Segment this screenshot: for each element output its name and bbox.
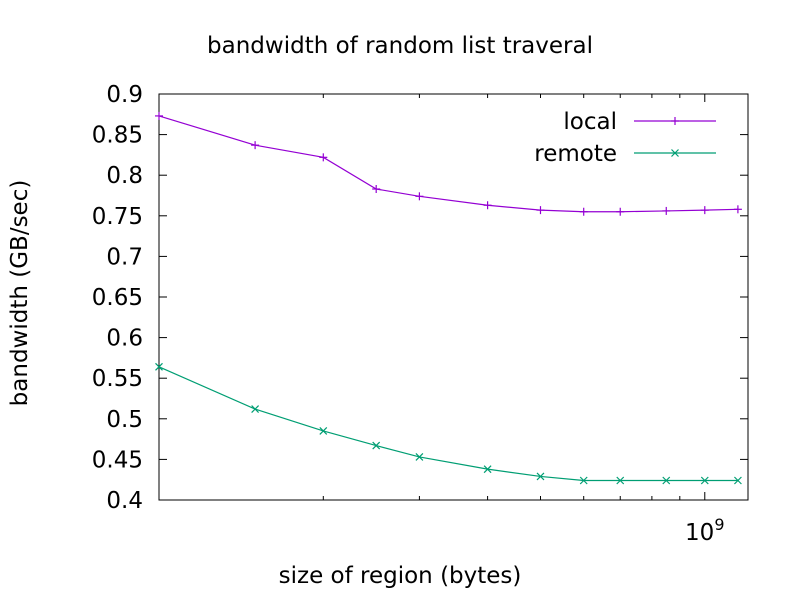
chart-title: bandwidth of random list traveral — [207, 33, 593, 59]
data-point-remote — [536, 472, 545, 481]
legend-label-remote: remote — [534, 141, 617, 167]
y-tick-label: 0.75 — [92, 204, 143, 230]
y-tick-label: 0.85 — [92, 123, 143, 149]
y-tick-label: 0.8 — [106, 163, 143, 189]
data-point-remote — [700, 476, 709, 485]
data-point-remote — [415, 453, 424, 461]
data-point-remote — [579, 476, 588, 485]
y-tick-label: 0.7 — [106, 244, 143, 270]
data-point-remote — [155, 362, 163, 371]
legend-marker-remote — [671, 149, 679, 157]
y-tick-label: 0.45 — [92, 447, 143, 473]
series-line-remote — [158, 366, 738, 482]
data-point-remote — [372, 441, 381, 450]
x-tick-label-base: 10 — [685, 520, 714, 546]
x-tick-label-exponent: 9 — [714, 515, 724, 534]
plot-frame — [158, 93, 749, 501]
data-point-remote — [483, 465, 492, 474]
y-tick-label: 0.6 — [106, 326, 143, 352]
x-tick-label: 109 — [685, 515, 724, 546]
y-tick-label: 0.4 — [106, 488, 143, 514]
data-point-remote — [616, 476, 625, 485]
y-tick-label: 0.9 — [106, 82, 143, 108]
y-tick-label: 0.65 — [92, 285, 143, 311]
series-line-local — [158, 115, 738, 213]
data-point-remote — [251, 405, 260, 413]
data-point-remote — [733, 476, 742, 485]
legend-label-local: local — [563, 109, 617, 135]
x-axis-label: size of region (bytes) — [278, 563, 522, 589]
y-tick-label: 0.5 — [106, 407, 143, 433]
y-tick-label: 0.55 — [92, 366, 143, 392]
data-point-remote — [319, 427, 328, 435]
data-point-remote — [662, 476, 671, 485]
